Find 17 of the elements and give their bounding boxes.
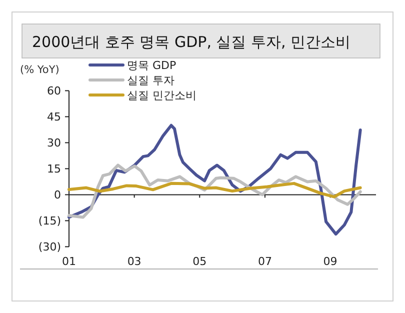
y-tick-label: 30 <box>47 136 61 150</box>
x-tick-label: 01 <box>62 255 76 268</box>
legend-label: 실질 민간소비 <box>127 89 196 102</box>
x-tick-label: 09 <box>323 255 338 268</box>
y-tick-label: (15) <box>38 214 61 228</box>
y-axis-title: (% YoY) <box>20 64 60 76</box>
y-tick-label: 15 <box>47 162 61 176</box>
legend-label: 실질 투자 <box>127 74 174 87</box>
x-tick-label: 03 <box>127 255 142 268</box>
x-tick-label: 07 <box>258 255 272 268</box>
legend-label: 명목 GDP <box>127 59 176 72</box>
title: 2000년대 호주 명목 GDP, 실질 투자, 민간소비 <box>32 33 351 51</box>
x-tick-label: 05 <box>192 255 207 268</box>
y-tick-label: 45 <box>47 110 61 124</box>
y-tick-label: 0 <box>54 188 61 202</box>
y-tick-label: 60 <box>47 84 61 98</box>
y-tick-label: (30) <box>38 240 61 254</box>
